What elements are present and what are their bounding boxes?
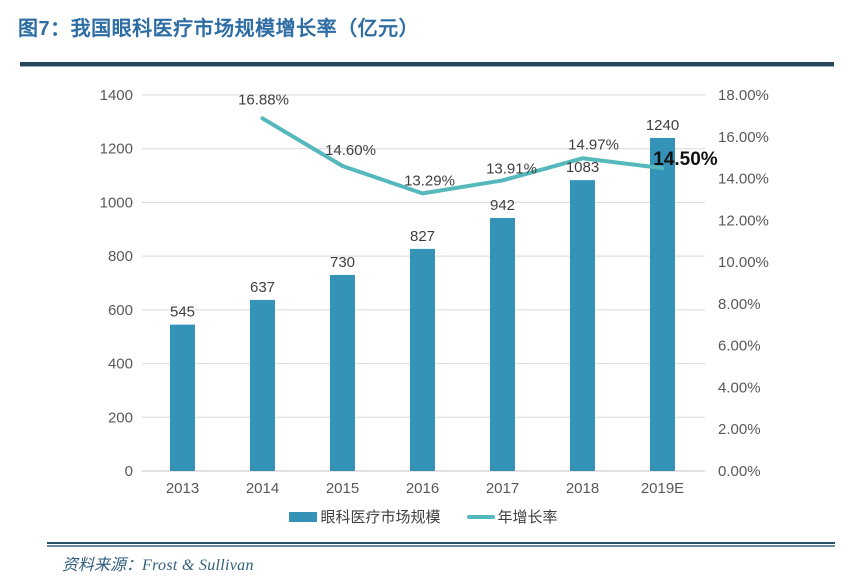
title-divider-rule	[20, 62, 834, 67]
bar-2013	[170, 324, 195, 471]
growth-rate-line	[260, 116, 665, 196]
bar-2014	[250, 299, 275, 471]
bar-2015	[330, 274, 355, 471]
left-axis-tick: 400	[108, 356, 133, 373]
right-axis-tick: 16.00%	[718, 129, 769, 146]
right-axis-tick: 12.00%	[718, 212, 769, 229]
right-axis-tick: 14.00%	[718, 171, 769, 188]
x-axis-tick: 2016	[406, 480, 439, 497]
bar-value-label: 827	[410, 228, 435, 245]
x-axis-tick: 2013	[166, 480, 199, 497]
chart-legend: 眼科医疗市场规模 年增长率	[142, 506, 705, 527]
x-axis-tick: 2017	[486, 480, 519, 497]
bar-value-label: 942	[490, 197, 515, 214]
line-value-label: 16.88%	[238, 91, 289, 108]
legend-item-market-size: 眼科医疗市场规模	[289, 506, 441, 527]
combo-chart: 0 200 400 600 800 1000 1200 1400 0.00% 2.00% 4.00%…	[100, 87, 769, 497]
right-axis-tick: 18.00%	[718, 87, 769, 104]
x-axis-tick: 2014	[246, 480, 279, 497]
left-axis-tick: 1200	[100, 141, 133, 158]
left-axis-tick: 1000	[100, 194, 133, 211]
left-axis-tick: 200	[108, 409, 133, 426]
source-name: Frost & Sullivan	[142, 557, 254, 574]
bar-series-swatch-icon	[289, 511, 318, 522]
bar-2017	[490, 218, 515, 471]
source-line: 资料来源：Frost & Sullivan	[62, 551, 254, 575]
bar-value-label: 1240	[646, 117, 679, 134]
figure-title: 图7：我国眼科医疗市场规模增长率（亿元）	[18, 18, 420, 40]
x-axis-tick: 2015	[326, 480, 359, 497]
bar-2019E	[650, 137, 675, 471]
right-axis-tick: 10.00%	[718, 254, 769, 271]
right-axis-tick: 6.00%	[718, 338, 761, 355]
line-series-swatch-icon	[466, 514, 495, 519]
line-value-label: 14.97%	[568, 136, 619, 153]
line-value-label: 13.29%	[404, 172, 455, 189]
line-value-label-highlight: 14.50%	[653, 149, 718, 170]
x-axis-tick: 2019E	[641, 480, 684, 497]
right-axis-tick: 0.00%	[718, 463, 761, 480]
bar-2016	[410, 248, 435, 471]
source-label: 资料来源：	[62, 557, 143, 574]
left-axis-tick: 600	[108, 302, 133, 319]
left-axis-tick: 0	[125, 463, 133, 480]
bar-value-label: 637	[250, 279, 275, 296]
bar-value-label: 730	[330, 254, 355, 271]
right-axis-tick: 4.00%	[718, 379, 761, 396]
legend-label-growth-rate: 年增长率	[497, 509, 558, 526]
legend-label-market-size: 眼科医疗市场规模	[320, 509, 441, 526]
bar-2018	[570, 180, 595, 471]
footer-rule-light	[47, 545, 835, 547]
right-axis-tick: 2.00%	[718, 421, 761, 438]
legend-item-growth-rate: 年增长率	[466, 506, 558, 527]
x-axis-tick: 2018	[566, 480, 599, 497]
bar-value-label: 1083	[566, 159, 599, 176]
bar-value-label: 545	[170, 304, 195, 321]
line-value-label: 14.60%	[325, 142, 376, 159]
line-value-label: 13.91%	[486, 160, 537, 177]
footer-rule-dark	[47, 542, 835, 544]
left-axis-tick: 800	[108, 248, 133, 265]
left-axis-tick: 1400	[100, 87, 133, 104]
right-axis-tick: 8.00%	[718, 296, 761, 313]
